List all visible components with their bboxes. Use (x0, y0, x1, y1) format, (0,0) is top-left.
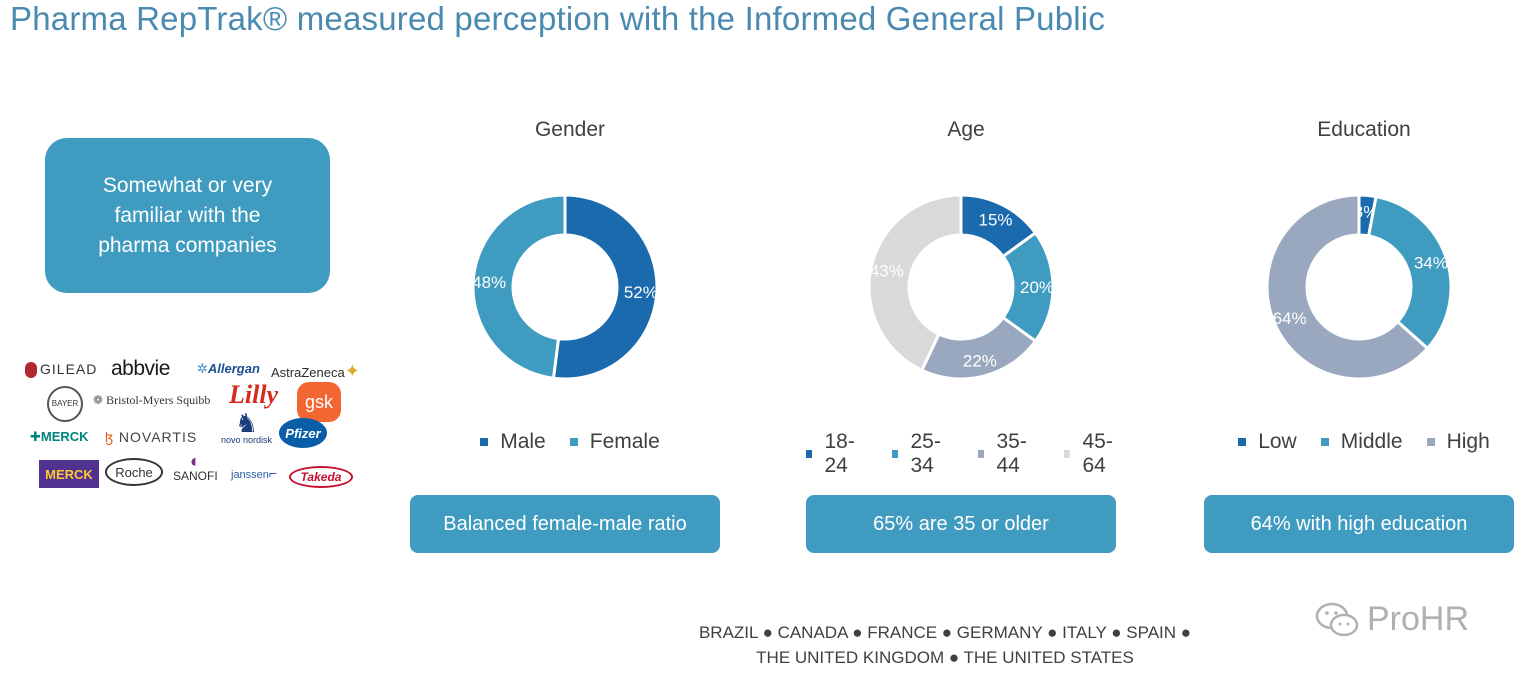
logo-novo-nordisk: ♞ novo nordisk (221, 408, 273, 445)
logo-abbvie: abbvie (111, 357, 170, 380)
logo-bms: ❁ Bristol-Myers Squibb (93, 393, 211, 407)
gender-panel: Gender 52% 48% Male Female Balanced femal… (410, 110, 730, 570)
legend-swatch (480, 438, 489, 446)
pharma-logos: GILEAD abbvie ✲Allergan AstraZeneca✦ BAY… (25, 350, 365, 495)
age-summary: 65% are 35 or older (806, 495, 1116, 553)
logo-allergan: ✲Allergan (197, 361, 260, 376)
legend-item-25-34: 25-34 (892, 430, 954, 478)
country-list-line-1: BRAZIL ● CANADA ● FRANCE ● GERMANY ● ITA… (698, 623, 1192, 642)
data-label: 52% (624, 283, 658, 302)
donut-slice-45-64 (867, 193, 963, 373)
legend-item-middle: Middle (1320, 430, 1403, 454)
legend-swatch (978, 450, 985, 458)
legend-item-18-24: 18-24 (806, 430, 868, 478)
logo-lilly: Lilly (229, 380, 279, 409)
data-label: 20% (1020, 278, 1054, 297)
watermark: ProHR (1315, 600, 1469, 639)
legend-swatch (1426, 438, 1435, 446)
logo-merck-msd: ✚MERCK (30, 429, 89, 444)
education-summary: 64% with high education (1204, 495, 1514, 553)
wechat-icon (1315, 602, 1359, 636)
education-donut-chart: 3%34%64% (1265, 193, 1453, 381)
logo-merck-kgaa: MERCK (39, 460, 99, 488)
logo-gilead: GILEAD (25, 362, 97, 379)
legend-item-45-64: 45-64 (1064, 430, 1126, 478)
legend-item-low: Low (1238, 430, 1297, 454)
education-legend: Low Middle High (1204, 430, 1524, 454)
legend-item-high: High (1426, 430, 1490, 454)
legend-swatch (892, 450, 899, 458)
logo-takeda: Takeda (289, 466, 353, 488)
logo-roche: Roche (105, 458, 163, 486)
country-list-line-2: THE UNITED KINGDOM ● THE UNITED STATES (756, 648, 1134, 667)
logo-bayer: BAYER (47, 386, 83, 422)
education-panel: Education 3% 34% 64% Low Middle High 64% w… (1204, 110, 1524, 570)
data-label: 15% (978, 210, 1012, 229)
page-title: Pharma RepTrak® measured perception with… (10, 0, 1106, 37)
data-label: 64% (1273, 309, 1307, 328)
legend-swatch (1238, 438, 1247, 446)
data-label: 43% (870, 261, 904, 280)
logo-sanofi: ◐ SANOFI (173, 451, 218, 483)
legend-swatch (1320, 438, 1329, 446)
gender-summary: Balanced female-male ratio (410, 495, 720, 553)
legend-swatch (806, 450, 813, 458)
logo-gsk: gsk (297, 382, 341, 422)
familiarity-box: Somewhat or very familiar with the pharm… (45, 138, 330, 293)
gender-legend: Male Female (410, 430, 730, 454)
gender-donut-chart: 52% 48% (471, 193, 659, 381)
logo-pfizer: Pfizer (279, 418, 327, 448)
donut-slice-female (471, 193, 567, 380)
data-label: 48% (472, 273, 506, 292)
logo-janssen: janssen⌐ (231, 465, 278, 481)
data-label: 34% (1414, 254, 1448, 273)
country-list: BRAZIL ● CANADA ● FRANCE ● GERMANY ● ITA… (640, 620, 1250, 670)
legend-item-male: Male (480, 430, 546, 454)
logo-novartis: ɮ NOVARTIS (105, 429, 198, 445)
chart-title: Gender (534, 118, 606, 141)
chart-title: Education (1317, 118, 1411, 141)
logo-astrazeneca: AstraZeneca✦ (271, 361, 360, 381)
legend-swatch (569, 438, 578, 446)
legend-item-female: Female (569, 430, 660, 454)
age-donut-chart: 15% 20% 22% 43% (867, 193, 1055, 381)
donut-slice-middle (1366, 194, 1453, 351)
legend-swatch (1064, 450, 1071, 458)
donut-slice-male (551, 193, 659, 381)
age-panel: Age 15% 20% 22% 43% 18-24 25-34 35-44 45-64… (806, 110, 1126, 570)
age-legend: 18-24 25-34 35-44 45-64 (806, 430, 1126, 478)
donut-slice-high (1265, 193, 1430, 381)
chart-title: Age (947, 118, 985, 141)
legend-item-35-44: 35-44 (978, 430, 1040, 478)
data-label: 22% (963, 352, 997, 371)
